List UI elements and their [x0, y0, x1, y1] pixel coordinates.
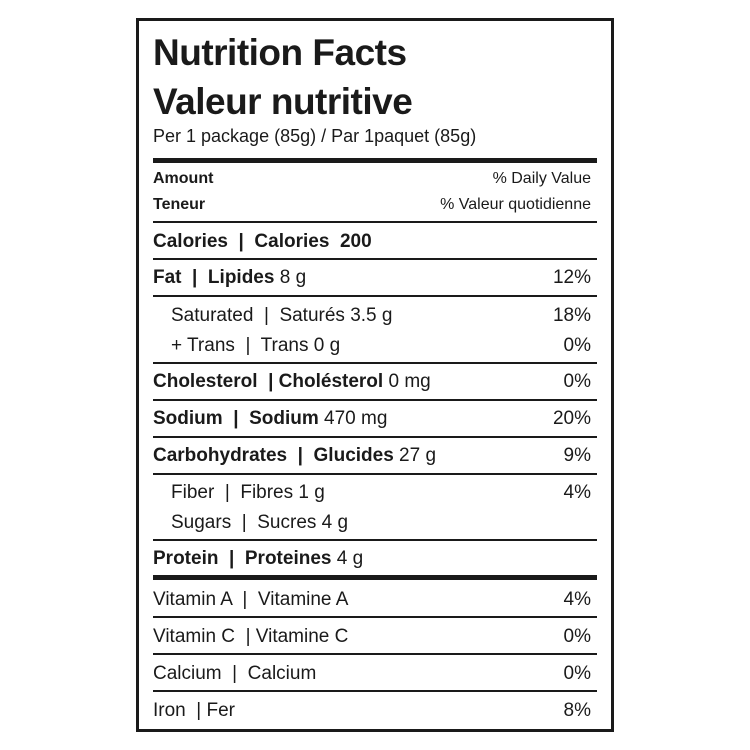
divider [153, 690, 597, 692]
carbohydrates-row: Carbohydrates | Glucides 27 g [153, 446, 436, 465]
divider [153, 399, 597, 401]
calcium-row: Calcium | Calcium [153, 663, 317, 684]
valeur-quotidienne-header: % Valeur quotidienne [440, 196, 591, 213]
title-en: Nutrition Facts [153, 32, 407, 73]
trans-row: + Trans | Trans 0 g [171, 335, 341, 356]
fat-label: Fat | Lipides [153, 267, 275, 288]
protein-row: Protein | Proteines 4 g [153, 549, 363, 568]
calories-value: 200 [339, 231, 372, 252]
carbohydrates-dv: 9% [563, 445, 591, 466]
cholesterol-row: Cholesterol | Cholésterol 0 mg [153, 372, 431, 391]
calories-row: Calories | Calories 200 [153, 232, 372, 251]
divider [153, 473, 597, 475]
fat-amount: 8 g [274, 267, 307, 288]
sodium-amount: 470 mg [318, 408, 388, 429]
title-fr: Valeur nutritive [153, 81, 413, 122]
teneur-header: Teneur [153, 196, 206, 213]
divider [153, 616, 597, 618]
cholesterol-label: Cholesterol | Cholésterol [153, 371, 384, 392]
sodium-label: Sodium | Sodium [153, 408, 319, 429]
cholesterol-amount: 0 mg [383, 371, 431, 392]
iron-dv: 8% [563, 700, 591, 721]
divider [153, 539, 597, 541]
serving-size: Per 1 package (85g) / Par 1paquet (85g) [153, 126, 477, 146]
sodium-row: Sodium | Sodium 470 mg [153, 409, 387, 428]
fiber-row: Fiber | Fibres 1 g [171, 482, 325, 503]
iron-row: Iron | Fer [153, 700, 236, 721]
vitamin-a-row: Vitamin A | Vitamine A [153, 589, 349, 610]
saturated-row: Saturated | Saturés 3.5 g [171, 305, 393, 326]
divider [153, 436, 597, 438]
divider [153, 258, 597, 260]
thick-divider [153, 158, 597, 163]
divider [153, 221, 597, 223]
calcium-dv: 0% [563, 663, 591, 684]
cholesterol-dv: 0% [563, 371, 591, 392]
sodium-dv: 20% [552, 408, 591, 429]
fiber-dv: 4% [563, 482, 591, 503]
trans-dv: 0% [563, 335, 591, 356]
vitamin-a-dv: 4% [563, 589, 591, 610]
fat-dv: 12% [552, 267, 591, 288]
carbohydrates-amount: 27 g [393, 445, 437, 466]
divider [153, 295, 597, 297]
sugars-row: Sugars | Sucres 4 g [171, 512, 349, 533]
thick-divider [153, 575, 597, 580]
divider [153, 653, 597, 655]
nutrition-label [136, 18, 614, 732]
vitamin-c-dv: 0% [563, 626, 591, 647]
carbohydrates-label: Carbohydrates | Glucides [153, 445, 394, 466]
amount-header: Amount [153, 170, 214, 187]
fat-row: Fat | Lipides 8 g [153, 268, 306, 287]
protein-amount: 4 g [331, 548, 364, 569]
saturated-dv: 18% [552, 305, 591, 326]
daily-value-header: % Daily Value [492, 170, 591, 187]
protein-label: Protein | Proteines [153, 548, 332, 569]
calories-label: Calories | Calories [153, 231, 330, 252]
divider [153, 362, 597, 364]
vitamin-c-row: Vitamin C | Vitamine C [153, 626, 349, 647]
